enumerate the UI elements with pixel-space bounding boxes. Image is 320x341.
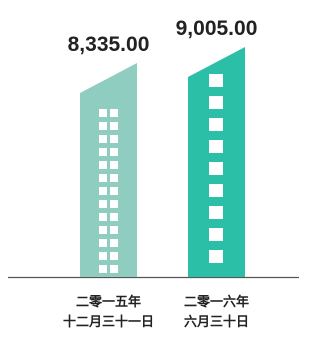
window bbox=[209, 184, 223, 197]
window bbox=[209, 250, 223, 263]
window bbox=[110, 252, 118, 260]
window bbox=[99, 213, 107, 221]
window bbox=[99, 200, 107, 208]
x-tick-label: 二零一六年 bbox=[184, 294, 249, 310]
window bbox=[110, 187, 118, 195]
window bbox=[99, 148, 107, 156]
window bbox=[99, 226, 107, 234]
window bbox=[99, 109, 107, 117]
window bbox=[99, 135, 107, 143]
window bbox=[209, 228, 223, 241]
window bbox=[99, 174, 107, 182]
window bbox=[110, 122, 118, 130]
window bbox=[99, 252, 107, 260]
window bbox=[209, 118, 223, 131]
window bbox=[209, 74, 223, 87]
window bbox=[99, 122, 107, 130]
window bbox=[110, 148, 118, 156]
window bbox=[110, 226, 118, 234]
window bbox=[99, 239, 107, 247]
window bbox=[110, 265, 118, 273]
window bbox=[110, 213, 118, 221]
x-tick-label: 二零一五年 bbox=[76, 294, 141, 310]
x-tick-label: 十二月三十一日 bbox=[63, 314, 154, 330]
window bbox=[209, 96, 223, 109]
window bbox=[110, 174, 118, 182]
window bbox=[110, 109, 118, 117]
window bbox=[99, 187, 107, 195]
window bbox=[209, 140, 223, 153]
window bbox=[209, 206, 223, 219]
window bbox=[110, 161, 118, 169]
value-label: 8,335.00 bbox=[68, 33, 150, 56]
window bbox=[110, 135, 118, 143]
window bbox=[209, 162, 223, 175]
value-label: 9,005.00 bbox=[176, 17, 258, 40]
window bbox=[110, 239, 118, 247]
window bbox=[110, 200, 118, 208]
window bbox=[99, 161, 107, 169]
x-tick-label: 六月三十日 bbox=[184, 314, 249, 330]
window bbox=[99, 265, 107, 273]
building-bar bbox=[80, 63, 137, 277]
